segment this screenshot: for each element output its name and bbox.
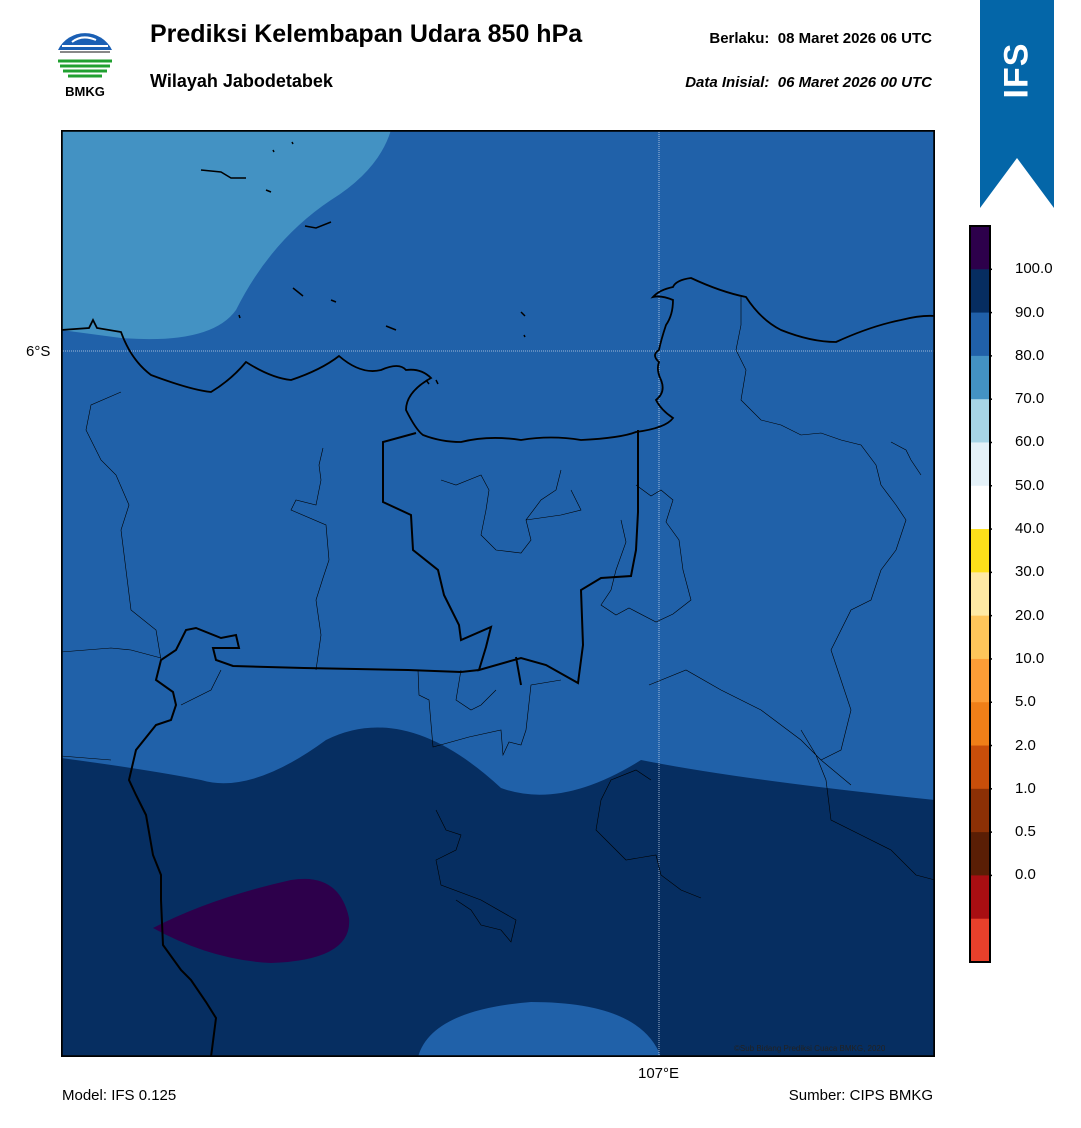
humidity-70-80-area [61,130,391,340]
colorbar-tick-label: 90.0 [1015,303,1045,321]
colorbar-segment [970,226,990,270]
colorbar-segment [970,615,990,660]
humidity-map [61,130,935,1057]
colorbar-tick-label: 5.0 [1015,693,1036,711]
init-label: Data Inisial: [685,74,770,91]
colorbar-tick-label: 100.0 [1015,260,1053,278]
colorbar-segment [970,312,990,357]
humidity-100-area [153,878,350,963]
lon-tick-label: 107°E [638,1065,680,1082]
colorbar-tick-label: 70.0 [1015,390,1045,408]
init-time: Data Inisial: 06 Maret 2026 00 UTC [685,74,932,91]
map-frame [61,130,935,1057]
ribbon-label: IFS [997,42,1036,98]
colorbar-segment [970,442,990,487]
logo-text: BMKG [65,84,105,99]
colorbar-segment [970,702,990,747]
colorbar-tick-label: 1.0 [1015,779,1036,797]
colorbar-tick-label: 10.0 [1015,649,1045,667]
colorbar-tick-label: 80.0 [1015,346,1045,364]
valid-value: 08 Maret 2026 06 UTC [777,30,932,47]
humidity-80-90-bottom-area [418,1002,661,1057]
colorbar-segment [970,269,990,314]
colorbar-segment [970,399,990,443]
thousand-islands [200,141,526,385]
valid-label: Berlaku: [709,30,770,47]
colorbar-tick-label: 40.0 [1015,520,1045,538]
colorbar-segment [970,355,990,400]
colorbar-segment [970,788,990,833]
colorbar [969,225,992,963]
bmkg-logo [55,27,115,87]
colorbar-segment [970,745,990,790]
province-boundary [127,430,639,1057]
ifs-ribbon [980,0,1054,208]
colorbar-tick-label: 0.5 [1015,823,1036,841]
colorbar-segment [970,832,990,876]
valid-time: Berlaku: 08 Maret 2026 06 UTC [709,30,932,47]
colorbar-segment [970,658,990,703]
lat-tick-label: 6°S [26,343,51,360]
colorbar-tick-label: 20.0 [1015,606,1045,624]
humidity-90-100-area [61,727,935,1057]
colorbar-tick-label: 30.0 [1015,563,1045,581]
colorbar-segment [970,918,990,963]
colorbar-tick-label: 50.0 [1015,476,1045,494]
colorbar-segment [970,572,990,617]
model-label: Model: IFS 0.125 [62,1087,177,1104]
region-subtitle: Wilayah Jabodetabek [150,71,333,91]
page-title: Prediksi Kelembapan Udara 850 hPa [150,20,583,48]
colorbar-segment [970,485,990,530]
colorbar-segment [970,529,990,573]
regency-boundaries [61,297,935,943]
init-value: 06 Maret 2026 00 UTC [777,74,932,91]
colorbar-tick-label: 2.0 [1015,736,1036,754]
source-label: Sumber: CIPS BMKG [788,1087,933,1104]
colorbar-segment [970,875,990,920]
colorbar-tick-label: 60.0 [1015,433,1045,451]
coastline [61,277,935,443]
colorbar-tick-label: 0.0 [1015,866,1036,884]
copyright-text: ©Sub Bidang Prediksi Cuaca BMKG, 2020 [734,1044,886,1053]
colorbar-frame [969,225,991,963]
